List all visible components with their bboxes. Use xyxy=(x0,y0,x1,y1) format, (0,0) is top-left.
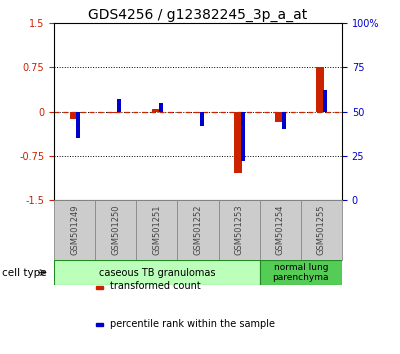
Bar xyxy=(200,112,204,126)
Text: GSM501251: GSM501251 xyxy=(152,205,161,255)
Text: cell type: cell type xyxy=(2,268,47,278)
Bar xyxy=(152,109,159,112)
Bar xyxy=(96,286,103,289)
Text: GSM501254: GSM501254 xyxy=(276,205,285,255)
Text: GSM501249: GSM501249 xyxy=(70,205,79,255)
Title: GDS4256 / g12382245_3p_a_at: GDS4256 / g12382245_3p_a_at xyxy=(88,8,308,22)
Text: GSM501250: GSM501250 xyxy=(111,205,120,255)
FancyBboxPatch shape xyxy=(54,260,260,285)
FancyBboxPatch shape xyxy=(54,200,95,260)
Bar xyxy=(193,112,200,113)
FancyBboxPatch shape xyxy=(136,200,178,260)
Bar xyxy=(117,99,122,112)
Text: caseous TB granulomas: caseous TB granulomas xyxy=(99,268,215,278)
Bar xyxy=(241,112,245,161)
Bar xyxy=(234,112,242,173)
Bar xyxy=(111,112,118,113)
Bar xyxy=(96,323,103,326)
Text: transformed count: transformed count xyxy=(110,281,201,291)
Bar xyxy=(70,112,77,119)
Text: normal lung
parenchyma: normal lung parenchyma xyxy=(273,263,329,282)
FancyBboxPatch shape xyxy=(301,200,342,260)
FancyBboxPatch shape xyxy=(260,200,301,260)
Text: GSM501252: GSM501252 xyxy=(194,205,202,255)
Bar xyxy=(282,112,286,129)
Bar xyxy=(275,112,283,121)
FancyBboxPatch shape xyxy=(218,200,260,260)
Text: GSM501253: GSM501253 xyxy=(235,205,244,256)
FancyBboxPatch shape xyxy=(178,200,218,260)
Bar xyxy=(158,103,163,112)
Bar xyxy=(316,67,324,112)
FancyBboxPatch shape xyxy=(95,200,136,260)
Text: percentile rank within the sample: percentile rank within the sample xyxy=(110,319,275,329)
Bar xyxy=(323,90,327,112)
Bar xyxy=(76,112,80,138)
FancyBboxPatch shape xyxy=(260,260,342,285)
Text: GSM501255: GSM501255 xyxy=(317,205,326,255)
